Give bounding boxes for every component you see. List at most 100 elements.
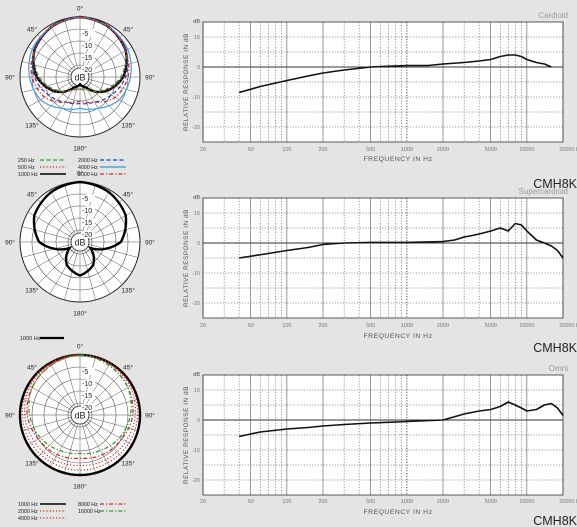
y-tick-label: -20 bbox=[192, 301, 200, 307]
polar-spoke bbox=[49, 24, 81, 78]
angle-label: 0° bbox=[77, 170, 84, 178]
x-tick-label: 200 bbox=[318, 323, 327, 329]
angle-label: 90° bbox=[145, 74, 155, 82]
angle-label: 0° bbox=[77, 5, 84, 13]
ring-label: -20 bbox=[82, 405, 92, 412]
x-tick-label: 1000 bbox=[401, 147, 413, 153]
polar-spoke bbox=[79, 399, 139, 416]
legend-label: 1000 Hz bbox=[18, 172, 38, 178]
polar-spoke bbox=[64, 414, 81, 474]
x-tick-label: 10000 bbox=[519, 499, 534, 505]
polar-spoke bbox=[37, 76, 81, 120]
angle-label: 135° bbox=[121, 287, 135, 295]
angle-label: 45° bbox=[27, 190, 37, 198]
x-tick-label: 5000 bbox=[485, 147, 497, 153]
y-tick-label: -10 bbox=[192, 271, 200, 277]
x-tick-label: 200 bbox=[318, 147, 327, 153]
pattern-title: Supercardioid bbox=[519, 187, 568, 196]
ring-label-bg bbox=[81, 206, 95, 214]
ring-label: -15 bbox=[82, 55, 92, 62]
polar-spoke bbox=[49, 362, 81, 416]
polar-ring bbox=[43, 205, 117, 279]
x-tick-label: 200 bbox=[318, 499, 327, 505]
x-tick-label: 2000 bbox=[437, 323, 449, 329]
y-tick-label: 0 bbox=[197, 65, 200, 71]
polar-spoke bbox=[79, 226, 139, 243]
polar-ring bbox=[43, 378, 117, 452]
legend-label: 1000 Hz bbox=[20, 336, 41, 342]
ring-label: -10 bbox=[82, 381, 92, 388]
legend-label: 4000 Hz bbox=[78, 165, 98, 171]
y-tick-label: -20 bbox=[192, 478, 200, 484]
polar-spoke bbox=[49, 189, 81, 243]
angle-label: 90° bbox=[5, 412, 15, 420]
y-tick-label: 10 bbox=[194, 35, 200, 41]
polar-spoke bbox=[27, 46, 81, 78]
polar-spoke bbox=[37, 199, 81, 243]
polar-series-8000-hz bbox=[30, 16, 130, 104]
x-axis-label: FREQUENCY IN Hz bbox=[364, 333, 433, 340]
x-tick-label: 50 bbox=[248, 323, 254, 329]
y-unit-label: dB bbox=[193, 195, 200, 201]
ring-label: -20 bbox=[82, 232, 92, 239]
polar-spoke bbox=[49, 414, 81, 468]
polar-spoke bbox=[79, 76, 123, 120]
legend-label: 4000 Hz bbox=[18, 516, 38, 522]
x-tick-label: 20 bbox=[200, 499, 206, 505]
ring-label-bg bbox=[81, 403, 95, 411]
y-axis-label: RELATIVE RESPONSE IN dB bbox=[183, 209, 190, 307]
polar-chart-3: dB -5 -10 -15 -20 0° 45° 90° 135° 180° 135° 90° 45° 1… bbox=[5, 343, 155, 523]
polar-spoke bbox=[37, 241, 81, 285]
ring-label-bg bbox=[81, 391, 95, 399]
x-axis-label: FREQUENCY IN Hz bbox=[364, 156, 433, 163]
angle-label: 45° bbox=[123, 363, 133, 371]
angle-label: 90° bbox=[5, 239, 15, 247]
angle-label: 45° bbox=[123, 25, 133, 33]
polar-center-label: dB bbox=[74, 238, 85, 248]
legend-label: 2000 Hz bbox=[18, 509, 38, 515]
polar-spoke bbox=[21, 241, 81, 258]
ring-label-bg bbox=[81, 379, 95, 387]
polar-ring bbox=[67, 229, 93, 255]
polar-ring bbox=[67, 402, 93, 428]
polar-series-16000-hz bbox=[28, 354, 132, 455]
polar-spoke bbox=[64, 183, 81, 243]
ring-label-bg bbox=[81, 367, 95, 375]
y-tick-label: 0 bbox=[197, 418, 200, 424]
polar-spoke bbox=[79, 241, 111, 295]
x-tick-label: 500 bbox=[366, 147, 375, 153]
x-tick-label: 5000 bbox=[485, 323, 497, 329]
legend-label: 2000 Hz bbox=[78, 158, 98, 164]
angle-label: 180° bbox=[73, 310, 87, 318]
polar-spoke bbox=[49, 241, 81, 295]
ring-label: -10 bbox=[82, 208, 92, 215]
x-tick-label: 1000 bbox=[401, 499, 413, 505]
y-tick-label: -10 bbox=[192, 95, 200, 101]
polar-spoke bbox=[27, 211, 81, 243]
angle-label: 135° bbox=[121, 460, 135, 468]
x-tick-label: 20 bbox=[200, 323, 206, 329]
ring-label: -5 bbox=[82, 196, 88, 203]
angle-label: 45° bbox=[27, 363, 37, 371]
polar-spoke bbox=[79, 241, 123, 285]
angle-label: 135° bbox=[25, 122, 39, 130]
angle-label: 90° bbox=[145, 239, 155, 247]
angle-label: 45° bbox=[123, 190, 133, 198]
ring-label-bg bbox=[81, 41, 95, 49]
polar-spoke bbox=[37, 414, 81, 458]
polar-spoke bbox=[21, 399, 81, 416]
x-tick-label: 20000 Hz bbox=[559, 147, 577, 153]
polar-series-8000-hz bbox=[26, 354, 134, 460]
angle-label: 135° bbox=[25, 287, 39, 295]
ring-label: -5 bbox=[82, 31, 88, 38]
legend-label: 500 Hz bbox=[18, 165, 35, 171]
x-tick-label: 20 bbox=[200, 147, 206, 153]
y-tick-label: -20 bbox=[192, 125, 200, 131]
angle-label: 135° bbox=[25, 460, 39, 468]
polar-ring bbox=[43, 40, 117, 114]
polar-series-4000-hz bbox=[24, 354, 136, 467]
angle-label: 135° bbox=[121, 122, 135, 130]
polar-spoke bbox=[79, 414, 123, 458]
